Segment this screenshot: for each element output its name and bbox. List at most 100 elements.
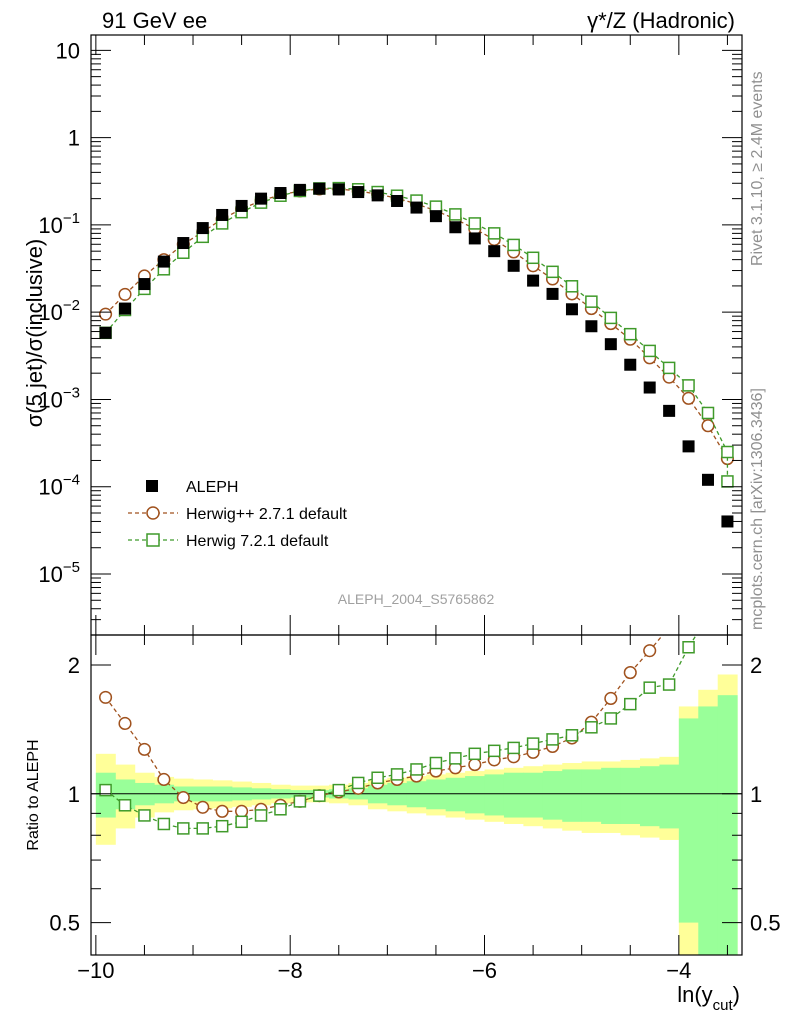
ratio-band-stat — [542, 771, 563, 820]
ratio-herwig7-point — [235, 815, 248, 829]
aleph-point — [216, 208, 229, 221]
ratio-band-stat — [445, 777, 466, 812]
rivet-label: Rivet 3.1.10, ≥ 2.4M events — [749, 71, 766, 266]
ratio-herwig7-point — [138, 809, 151, 822]
ratio-herwigpp-point — [468, 758, 482, 772]
aleph-point — [371, 189, 384, 202]
herwig7-point — [662, 361, 676, 375]
herwig7-point — [682, 379, 695, 392]
ratio-band-stat — [465, 776, 486, 814]
legend-marker-herwigpp — [146, 506, 160, 520]
legend-label-herwig7: Herwig 7.2.1 default — [186, 533, 329, 550]
ratio-band-stat — [426, 779, 447, 810]
aleph-point — [546, 287, 559, 300]
aleph-point — [274, 187, 287, 200]
aleph-point — [410, 201, 423, 214]
ratio-y-tick-label: 2 — [68, 653, 80, 678]
ratio-herwig7-point — [429, 756, 443, 770]
aleph-point — [507, 259, 520, 272]
ratio-y-tick-label: 1 — [68, 782, 80, 807]
aleph-point — [468, 232, 481, 245]
aleph-point — [177, 237, 190, 250]
ratio-herwig7-point — [313, 789, 326, 802]
aleph-point — [488, 245, 501, 258]
legend-marker-herwig7 — [146, 533, 160, 547]
main-panel: 10 1 10−1 10−2 10−3 10−4 10−5 ALEPH_2004_S5765… — [22, 34, 743, 636]
herwig7-point — [449, 208, 462, 221]
ratio-herwig7-point — [604, 712, 618, 725]
ratio-herwig7-point — [702, 611, 713, 622]
ratio-plot-frame — [90, 634, 743, 956]
herwig7-point — [565, 280, 579, 293]
ratio-y-tick-label-right: 0.5 — [750, 911, 781, 936]
main-y-tick-label: 10−5 — [38, 559, 80, 587]
ratio-herwig7-point — [332, 783, 346, 797]
herwigpp-point — [99, 307, 113, 321]
aleph-point — [391, 194, 404, 207]
ratio-herwig7-point — [662, 678, 676, 691]
ratio-y-axis-title: Ratio to ALEPH — [25, 739, 42, 850]
mcplots-label: mcplots.cern.ch [arXiv:1306.3436] — [749, 388, 766, 630]
herwig7-point — [487, 227, 501, 240]
aleph-point — [196, 222, 209, 235]
x-axis-title-main: ln(y — [677, 982, 712, 1007]
ratio-herwig7-point — [274, 803, 287, 816]
herwigpp-point — [682, 391, 696, 405]
ratio-herwig7-point — [99, 783, 112, 797]
aleph-point — [255, 192, 268, 205]
aleph-point — [293, 183, 306, 196]
aleph-point — [682, 440, 695, 453]
left-title: 91 GeV ee — [102, 8, 207, 33]
herwig7-point — [604, 311, 618, 325]
aleph-point — [99, 326, 112, 339]
ratio-herwig7-point — [215, 819, 229, 833]
ratio-band-stat — [484, 774, 505, 816]
x-tick-label: −8 — [278, 958, 303, 983]
ratio-herwigpp-point — [604, 691, 618, 706]
ratio-herwigpp-point — [623, 666, 637, 680]
legend-marker-aleph — [146, 480, 158, 492]
ratio-herwig7-point — [526, 737, 540, 750]
ratio-line-0 — [105, 635, 664, 812]
watermark: ALEPH_2004_S5765862 — [338, 591, 495, 607]
ratio-band-stat — [639, 766, 660, 827]
ratio-herwigpp-point — [196, 800, 210, 814]
ratio-band-stat — [620, 767, 641, 824]
aleph-point — [449, 221, 462, 234]
ratio-herwig7-point — [371, 771, 384, 785]
aleph-point — [157, 255, 170, 268]
aleph-point — [119, 302, 132, 315]
ratio-herwigpp-point — [643, 644, 657, 658]
herwig7-point — [507, 238, 520, 252]
ratio-y-tick-label-right: 2 — [750, 653, 762, 678]
ratio-herwig7-point — [624, 697, 637, 711]
herwig7-point — [643, 344, 656, 358]
ratio-band-stat — [562, 769, 583, 822]
ratio-herwig7-point — [254, 809, 268, 822]
ratio-herwig7-point — [118, 799, 132, 812]
x-tick-label: −6 — [472, 958, 497, 983]
ratio-herwigpp-point — [99, 690, 113, 704]
ratio-y-tick-label: 0.5 — [49, 911, 80, 936]
aleph-point — [643, 381, 656, 394]
ratio-herwig7-point — [449, 752, 462, 765]
ratio-herwig7-point — [157, 817, 171, 831]
ratio-herwig7-point — [196, 822, 209, 835]
ratio-herwigpp-point — [215, 804, 229, 818]
main-y-tick-label: 10 — [56, 38, 80, 63]
ratio-herwig7-point — [410, 763, 423, 776]
ratio-herwig7-point — [351, 776, 365, 790]
aleph-point — [721, 515, 734, 528]
ratio-band-stat — [698, 706, 719, 955]
legend-label-aleph: ALEPH — [186, 479, 238, 496]
ratio-herwigpp-point — [663, 621, 675, 633]
aleph-point — [624, 358, 637, 371]
main-y-axis-title: σ(5 jet)/σ(inclusive) — [22, 239, 47, 428]
herwig7-point — [721, 475, 734, 488]
herwig7-point — [526, 251, 540, 265]
ratio-herwig7-point — [585, 721, 598, 734]
aleph-point — [565, 303, 578, 316]
ratio-band-stat — [503, 772, 524, 818]
ratio-panel: 2 2 1 1 0.5 0.5 −10 −8 −6 −4 Ratio to ALEPH ln(y… — [25, 611, 781, 1014]
ratio-herwigpp-point — [235, 804, 249, 818]
